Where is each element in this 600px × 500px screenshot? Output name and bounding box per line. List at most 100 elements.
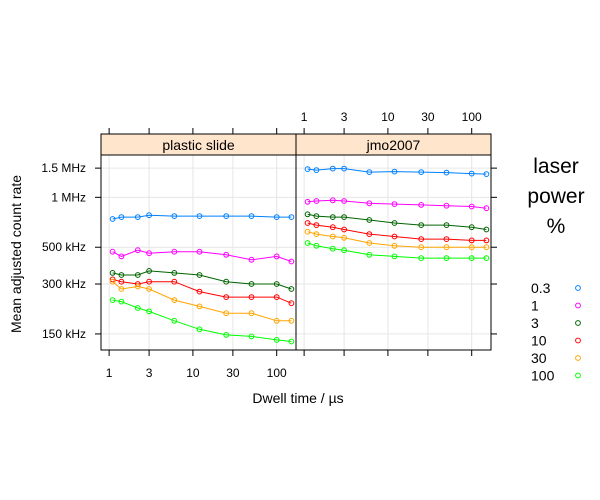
data-point (468, 170, 475, 177)
data-point (483, 226, 490, 233)
data-point (273, 317, 280, 324)
legend-entry: 30 (531, 350, 581, 366)
data-point (118, 278, 125, 285)
data-point (341, 214, 348, 221)
data-point (248, 333, 255, 340)
data-point (248, 256, 255, 263)
data-point (134, 247, 141, 254)
grid-lines (101, 155, 296, 350)
data-point (146, 212, 153, 219)
panel-2: jmo2007 (295, 133, 492, 351)
series-30 (304, 228, 490, 251)
y-tick-label: 1.5 MHz (41, 161, 86, 175)
y-tick-label: 500 kHz (42, 240, 86, 254)
data-point (248, 294, 255, 301)
legend-marker (575, 355, 581, 361)
data-point (288, 300, 295, 307)
data-point (273, 253, 280, 260)
data-point (391, 220, 398, 226)
data-point (341, 226, 348, 233)
x-tick-label-bottom: 30 (226, 366, 240, 380)
data-point (341, 247, 348, 254)
data-point (468, 255, 475, 262)
series-line (307, 199, 487, 209)
panel-strip-label: jmo2007 (366, 137, 421, 153)
data-point (443, 244, 450, 251)
data-point (288, 317, 295, 324)
data-point (146, 308, 153, 315)
data-point (223, 278, 230, 285)
data-point (109, 248, 116, 255)
series-10 (304, 220, 490, 244)
data-point (329, 245, 336, 252)
data-point (118, 286, 125, 292)
data-point (248, 281, 255, 287)
data-point (329, 233, 336, 240)
series-line (112, 270, 292, 290)
series-line (307, 242, 487, 259)
data-point (288, 258, 295, 265)
series-line (112, 281, 292, 322)
data-point (483, 244, 490, 251)
data-point (134, 305, 141, 311)
panel-border (295, 154, 492, 351)
series-1 (304, 197, 490, 212)
series-0-3 (109, 212, 295, 222)
y-axis-title: Mean adjusted count rate (8, 175, 24, 333)
data-point (443, 236, 450, 243)
legend-marker (575, 320, 581, 326)
data-point (366, 240, 373, 246)
data-point (223, 294, 230, 301)
data-point (443, 222, 450, 229)
data-point (418, 202, 425, 208)
data-point (118, 272, 125, 278)
data-point (443, 169, 450, 176)
data-point (273, 281, 280, 287)
data-point (391, 168, 398, 175)
legend-entry: 100 (531, 368, 581, 384)
series-line (112, 214, 292, 220)
data-point (483, 255, 490, 262)
series-3 (304, 211, 490, 233)
data-point (483, 237, 490, 244)
legend-label: 1 (531, 298, 539, 314)
legend-entry: 10 (531, 333, 581, 349)
x-tick-label-bottom: 10 (186, 366, 200, 380)
data-point (313, 231, 320, 238)
data-point (304, 211, 311, 218)
data-point (341, 198, 348, 204)
data-point (304, 220, 311, 226)
data-point (118, 253, 125, 260)
data-point (196, 288, 203, 295)
data-point (341, 234, 348, 241)
data-point (118, 298, 125, 305)
data-point (443, 202, 450, 209)
data-point (171, 317, 178, 324)
data-point (304, 240, 311, 246)
data-point (134, 272, 141, 278)
x-tick-label-bottom: 3 (146, 366, 153, 380)
data-point (418, 169, 425, 176)
data-point (341, 165, 348, 172)
data-point (313, 213, 320, 220)
data-point (313, 222, 320, 229)
data-point (134, 214, 141, 221)
series-1 (109, 247, 295, 265)
data-point (468, 244, 475, 251)
data-point (118, 214, 125, 221)
panel-border (100, 154, 297, 351)
series-100 (304, 240, 490, 262)
data-point (171, 213, 178, 220)
legend-label: 30 (531, 350, 547, 366)
data-point (329, 214, 336, 221)
series-100 (109, 297, 295, 345)
data-point (146, 286, 153, 292)
data-point (109, 216, 116, 222)
data-point (196, 272, 203, 278)
x-tick-label-top: 100 (462, 110, 482, 124)
data-point (288, 338, 295, 345)
data-point (366, 200, 373, 207)
data-point (468, 224, 475, 231)
